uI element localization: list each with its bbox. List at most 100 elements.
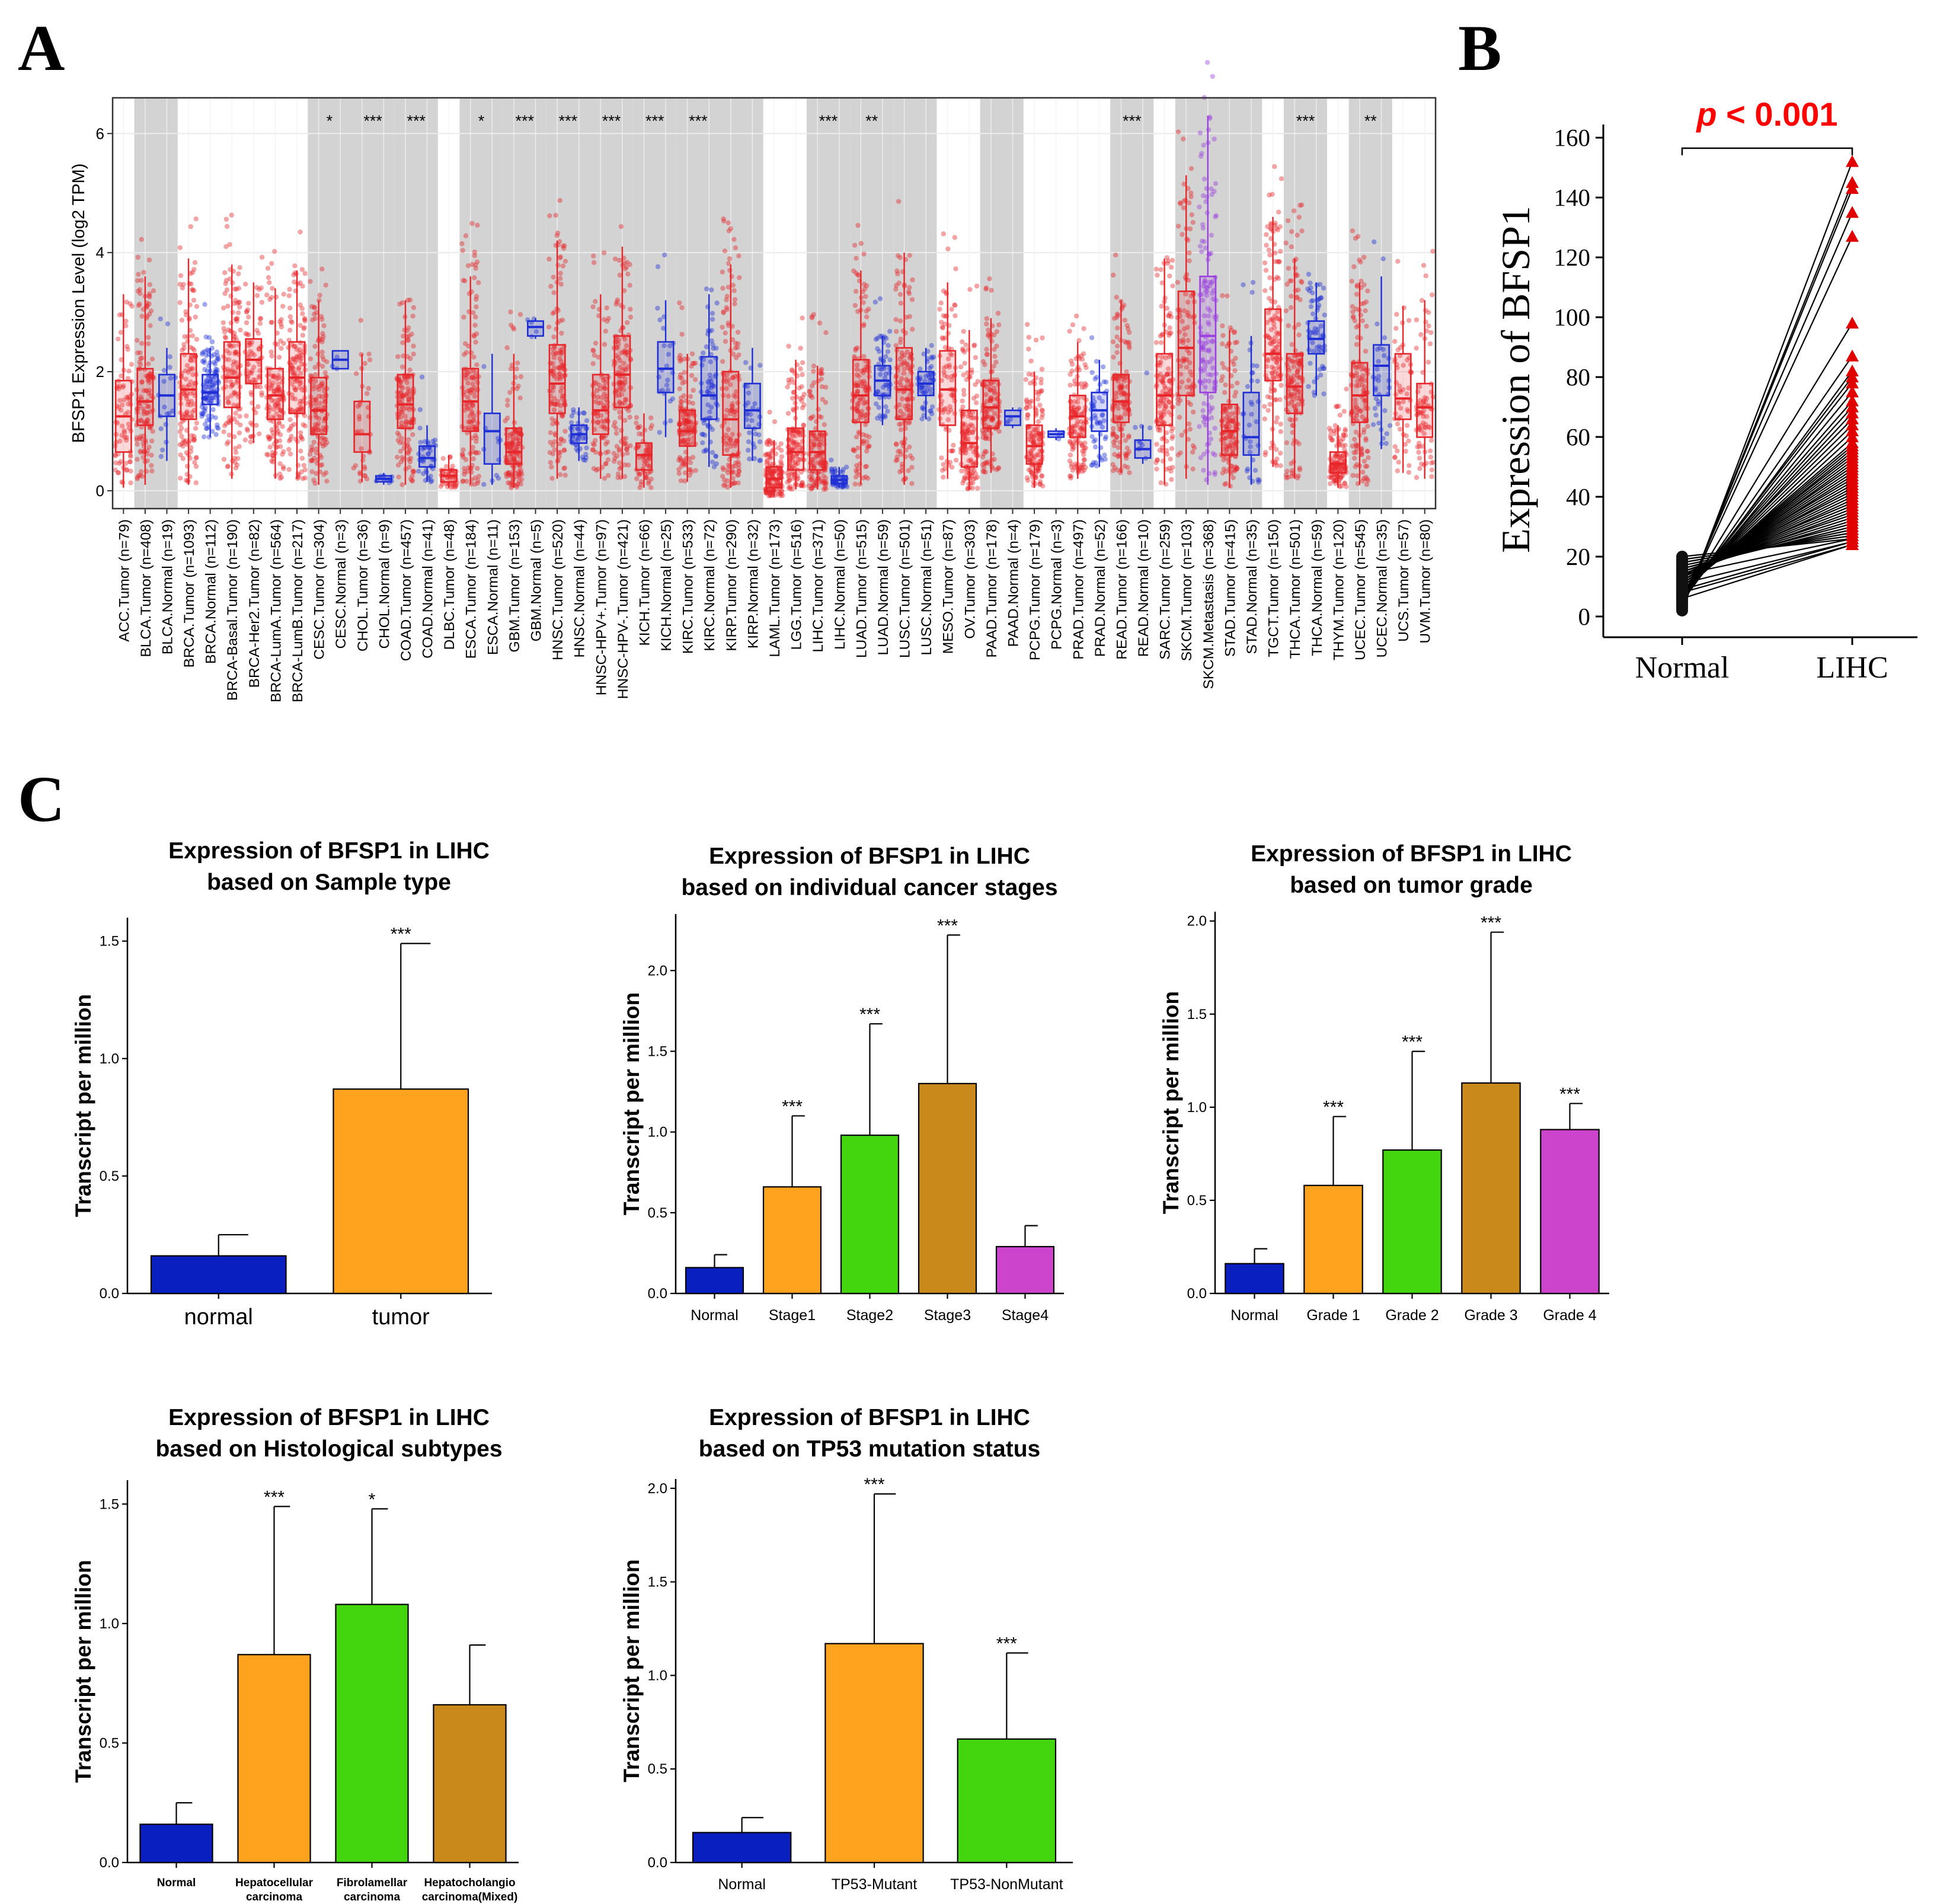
box-PAAD.Normal [1004, 407, 1022, 429]
data-point [251, 352, 257, 358]
data-point [571, 410, 577, 415]
data-point [624, 264, 629, 270]
data-point [896, 199, 902, 204]
data-point [474, 331, 480, 337]
x-tick-label: LAML.Tumor (n=173) [767, 519, 783, 657]
data-point [287, 417, 293, 423]
data-point [811, 380, 817, 385]
data-point [1067, 452, 1073, 458]
data-point [358, 318, 364, 323]
data-point [772, 419, 778, 424]
data-point [321, 425, 326, 431]
data-point [853, 474, 859, 480]
box-iqr [896, 347, 913, 420]
data-point [227, 342, 232, 347]
data-point [194, 420, 199, 426]
data-point [279, 317, 284, 322]
data-point [148, 308, 154, 314]
data-point [231, 301, 237, 306]
data-point [440, 481, 445, 487]
data-point [356, 414, 362, 419]
data-point [320, 435, 325, 440]
data-point [967, 287, 973, 292]
data-point [210, 376, 216, 382]
data-point [551, 334, 557, 340]
box-iqr [202, 373, 219, 405]
data-point [855, 345, 860, 351]
data-point [406, 456, 411, 462]
data-point [960, 339, 965, 344]
data-point [323, 470, 329, 475]
data-point [822, 422, 827, 427]
data-point [246, 314, 251, 320]
data-point [723, 338, 728, 344]
panel-label-a: A [18, 12, 65, 84]
data-point [553, 213, 558, 218]
shaded-band [850, 98, 894, 509]
data-point [126, 401, 131, 407]
data-point [317, 401, 322, 406]
shaded-band [980, 98, 1024, 509]
data-point [183, 478, 189, 483]
data-point [123, 318, 129, 324]
data-point [299, 407, 305, 413]
data-point [161, 379, 167, 384]
data-point [181, 282, 186, 287]
data-point [207, 378, 213, 383]
data-point [298, 371, 303, 376]
x-tick-label: HNSC-HPV+.Tumor (n=97) [593, 519, 609, 695]
data-point [937, 306, 942, 312]
data-point [181, 346, 187, 351]
data-point [875, 346, 880, 352]
data-point [709, 328, 715, 333]
data-point [128, 468, 133, 474]
data-point [117, 312, 122, 318]
data-point [298, 322, 303, 328]
data-point [982, 449, 988, 454]
data-point [276, 388, 282, 394]
data-point [452, 485, 458, 490]
significance-label: * [327, 112, 333, 130]
data-point [634, 420, 639, 426]
data-point [474, 293, 480, 299]
data-point [1170, 283, 1175, 289]
data-point [402, 377, 408, 382]
data-point [319, 354, 325, 359]
data-point [462, 471, 467, 477]
data-point [149, 438, 155, 444]
data-point [473, 449, 478, 455]
data-point [720, 286, 725, 291]
box-iqr [483, 413, 501, 465]
data-point [982, 362, 987, 368]
data-point [146, 335, 151, 340]
data-point [518, 374, 524, 379]
data-point [289, 369, 295, 375]
data-point [927, 366, 932, 371]
shaded-band [720, 98, 763, 509]
data-point [549, 464, 554, 469]
data-point [314, 451, 319, 456]
data-point [408, 394, 414, 399]
data-point [1040, 483, 1046, 489]
data-point [279, 324, 285, 330]
data-point [461, 314, 466, 320]
data-point [180, 456, 186, 461]
data-point [1133, 424, 1138, 430]
data-point [226, 414, 232, 420]
data-point [1175, 401, 1181, 407]
data-point [139, 418, 144, 424]
data-point [267, 405, 273, 410]
data-point [316, 386, 321, 392]
data-point [886, 343, 891, 348]
data-point [1114, 350, 1120, 355]
data-point [746, 448, 751, 453]
data-point [558, 276, 563, 281]
data-point [269, 427, 274, 432]
data-point [558, 282, 564, 287]
data-point [453, 484, 459, 489]
data-point [1102, 456, 1108, 462]
data-point [138, 448, 143, 454]
data-point [276, 420, 282, 425]
data-point [993, 359, 999, 365]
data-point [191, 390, 196, 395]
